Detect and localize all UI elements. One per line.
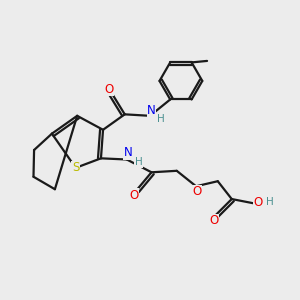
- Text: H: H: [158, 114, 165, 124]
- Text: O: O: [129, 189, 138, 202]
- Text: H: H: [266, 197, 274, 207]
- Text: O: O: [104, 82, 114, 96]
- Text: O: O: [192, 185, 201, 198]
- Text: O: O: [209, 214, 218, 227]
- Text: N: N: [124, 146, 133, 160]
- Text: H: H: [135, 158, 142, 167]
- Text: O: O: [254, 196, 263, 208]
- Text: S: S: [72, 161, 80, 174]
- Text: N: N: [147, 104, 156, 117]
